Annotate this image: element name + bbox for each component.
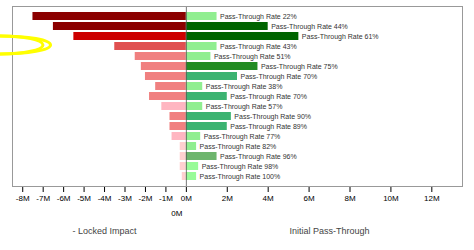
svg-text:Pass-Through Rate 61%: Pass-Through Rate 61%: [302, 33, 379, 41]
svg-text:-8M: -8M: [16, 194, 30, 203]
svg-text:2M: 2M: [222, 194, 233, 203]
svg-text:Pass-Through Rate 38%: Pass-Through Rate 38%: [206, 83, 283, 91]
svg-text:-6M: -6M: [57, 194, 71, 203]
svg-text:8M: 8M: [344, 194, 355, 203]
svg-text:-1M: -1M: [159, 194, 173, 203]
svg-text:Pass-Through Rate 70%: Pass-Through Rate 70%: [241, 73, 318, 81]
svg-text:Pass-Through Rate 75%: Pass-Through Rate 75%: [261, 63, 338, 71]
svg-text:Pass-Through Rate 100%: Pass-Through Rate 100%: [200, 173, 281, 181]
svg-text:-3M: -3M: [118, 194, 132, 203]
svg-text:6M: 6M: [304, 194, 315, 203]
svg-text:Pass-Through Rate 90%: Pass-Through Rate 90%: [234, 113, 311, 121]
svg-text:Pass-Through Rate 57%: Pass-Through Rate 57%: [206, 103, 283, 111]
svg-text:-4M: -4M: [98, 194, 112, 203]
svg-text:-2M: -2M: [139, 194, 153, 203]
svg-text:4M: 4M: [263, 194, 274, 203]
svg-text:0M: 0M: [171, 209, 182, 218]
svg-text:- Locked Impact: - Locked Impact: [73, 226, 138, 236]
svg-text:Pass-Through Rate 22%: Pass-Through Rate 22%: [220, 13, 297, 21]
svg-text:Pass-Through Rate 70%: Pass-Through Rate 70%: [230, 93, 307, 101]
svg-text:Pass-Through Rate 51%: Pass-Through Rate 51%: [214, 53, 291, 61]
svg-text:Pass-Through Rate 98%: Pass-Through Rate 98%: [202, 163, 279, 171]
svg-text:0M: 0M: [181, 194, 192, 203]
svg-text:-5M: -5M: [77, 194, 91, 203]
svg-text:Pass-Through Rate 82%: Pass-Through Rate 82%: [200, 143, 277, 151]
svg-text:Pass-Through Rate 96%: Pass-Through Rate 96%: [220, 153, 297, 161]
svg-text:Pass-Through Rate 89%: Pass-Through Rate 89%: [230, 123, 307, 131]
svg-text:Pass-Through Rate 44%: Pass-Through Rate 44%: [271, 23, 348, 31]
svg-text:Pass-Through Rate 43%: Pass-Through Rate 43%: [220, 43, 297, 51]
svg-text:12M: 12M: [424, 194, 440, 203]
svg-text:10M: 10M: [383, 194, 399, 203]
svg-text:-7M: -7M: [36, 194, 50, 203]
svg-text:Initial Pass-Through: Initial Pass-Through: [290, 226, 370, 236]
svg-text:Pass-Through Rate 77%: Pass-Through Rate 77%: [204, 133, 281, 141]
